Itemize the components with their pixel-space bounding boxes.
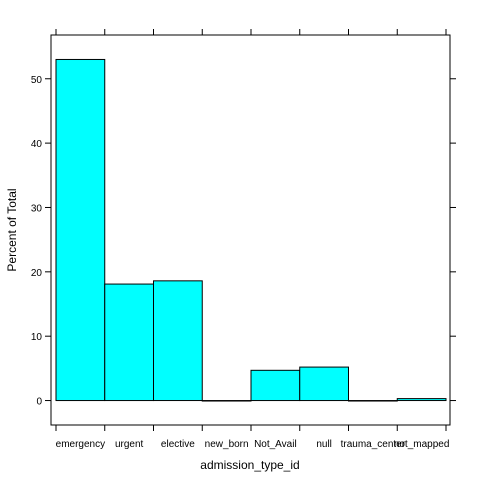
y-tick-label: 50 <box>31 75 43 86</box>
ticks-layer: 0 10 20 30 40 50 emergency urgent elective new_bo… <box>31 29 456 450</box>
x-tick-label: emergency <box>56 439 105 450</box>
plot-frame <box>50 34 451 426</box>
y-tick-label: 30 <box>31 203 43 214</box>
y-tick-label: 40 <box>31 139 43 150</box>
bar-new-born <box>201 400 252 402</box>
x-tick-label: not_mapped <box>394 439 450 450</box>
x-tick-label: urgent <box>115 439 144 450</box>
bar-not-mapped <box>396 398 447 402</box>
bar-null <box>299 366 349 402</box>
x-tick-label: null <box>316 439 332 450</box>
bar-urgent <box>104 283 154 402</box>
bar-elective <box>153 280 203 402</box>
x-tick-label: elective <box>161 439 195 450</box>
x-axis-title: admission_type_id <box>200 458 299 472</box>
y-tick-label: 10 <box>31 332 43 343</box>
y-axis-title: Percent of Total <box>5 188 19 271</box>
bar-emergency <box>55 58 106 402</box>
x-tick-label: Not_Avail <box>254 439 297 450</box>
y-tick-label: 0 <box>36 397 42 408</box>
bar-trauma-center <box>348 400 398 402</box>
x-tick-label: trauma_center <box>341 439 406 450</box>
bar-not-avail <box>250 369 301 402</box>
x-tick-label: new_born <box>205 439 249 450</box>
bars-layer <box>55 58 447 402</box>
y-tick-label: 20 <box>31 268 43 279</box>
